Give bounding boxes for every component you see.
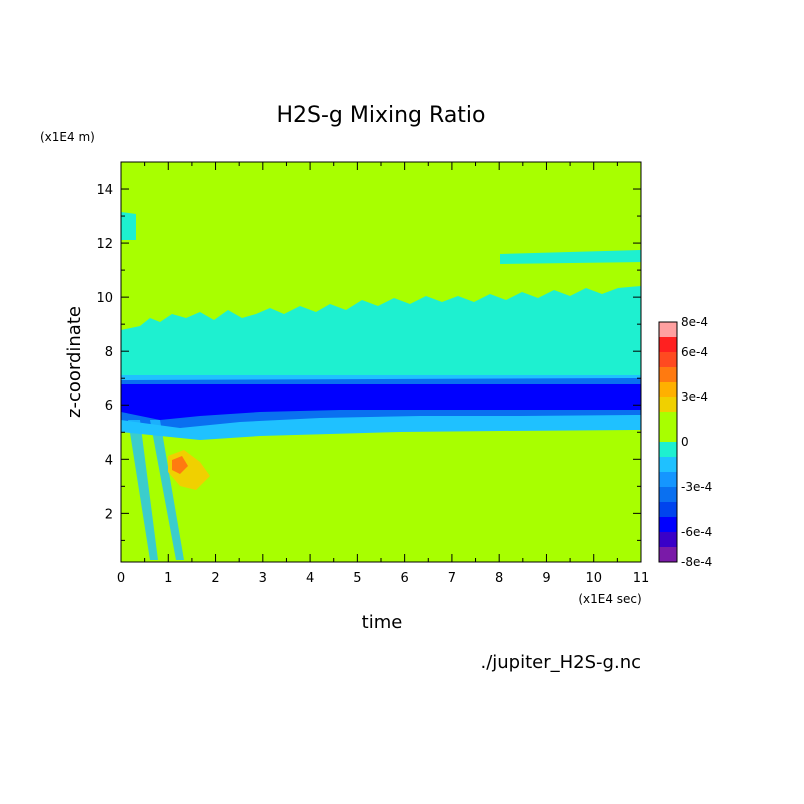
colorbar-swatch	[659, 487, 677, 502]
x-tick-label: 11	[633, 571, 650, 586]
y-tick-label: 12	[96, 237, 113, 252]
colorbar-label: -6e-4	[681, 525, 712, 539]
y-tick-label: 14	[96, 183, 113, 198]
colorbar-swatch	[659, 442, 677, 457]
x-tick-label: 5	[353, 571, 361, 586]
x-unit: (x1E4 sec)	[578, 592, 641, 606]
colorbar-swatch	[659, 547, 677, 562]
colorbar-swatch	[659, 502, 677, 517]
colorbar-swatch	[659, 472, 677, 487]
negative-streak-upper	[121, 212, 136, 240]
colorbar-label: -8e-4	[681, 555, 712, 569]
early-streaks	[128, 420, 184, 560]
x-tick-label: 0	[117, 571, 125, 586]
colorbar-swatch	[659, 382, 677, 397]
positive-patch-core	[172, 456, 188, 474]
y-axis-label: z-coordinate	[64, 306, 85, 418]
y-unit: (x1E4 m)	[40, 130, 95, 144]
x-tick-label: 10	[585, 571, 602, 586]
chart-title: H2S-g Mixing Ratio	[276, 103, 485, 128]
colorbar-swatch	[659, 322, 677, 337]
x-tick-label: 6	[400, 571, 408, 586]
x-tick-label: 8	[495, 571, 503, 586]
y-tick-label: 10	[96, 291, 113, 306]
colorbar-swatch	[659, 337, 677, 352]
x-tick-label: 9	[542, 571, 550, 586]
colorbar-swatch	[659, 517, 677, 532]
y-axis-ticks: 2 4 6 8 10 12 14	[96, 183, 641, 541]
source-filename: ./jupiter_H2S-g.nc	[480, 652, 641, 673]
colorbar-swatch	[659, 427, 677, 442]
x-tick-label: 4	[306, 571, 314, 586]
x-tick-label: 7	[448, 571, 456, 586]
negative-streak-right	[500, 250, 641, 264]
colorbar-swatch	[659, 457, 677, 472]
colorbar-swatch	[659, 397, 677, 412]
x-tick-label: 3	[259, 571, 267, 586]
colorbar-label: 0	[681, 435, 689, 449]
colorbar-label: 6e-4	[681, 345, 708, 359]
colorbar-swatch	[659, 367, 677, 382]
x-axis-ticks: 0 1 2 3 4 5 6 7 8 9 10 11	[117, 162, 649, 586]
y-tick-label: 8	[105, 345, 113, 360]
x-axis-label: time	[362, 612, 403, 633]
y-tick-label: 4	[105, 453, 113, 468]
y-tick-label: 2	[105, 507, 113, 522]
negative-layer-core	[121, 384, 641, 420]
colorbar-swatch	[659, 412, 677, 427]
colorbar-label: 8e-4	[681, 315, 708, 329]
colorbar-swatch	[659, 352, 677, 367]
x-tick-label: 2	[211, 571, 219, 586]
colorbar-frame	[658, 321, 678, 563]
colorbar-label: -3e-4	[681, 480, 712, 494]
colorbar: 8e-4 6e-4 3e-4 0 -3e-4 -6e-4 -8e-4	[658, 315, 712, 569]
colorbar-swatch	[659, 532, 677, 547]
x-tick-label: 1	[164, 571, 172, 586]
y-tick-label: 6	[105, 399, 113, 414]
plot-field	[121, 162, 641, 562]
colorbar-label: 3e-4	[681, 390, 708, 404]
